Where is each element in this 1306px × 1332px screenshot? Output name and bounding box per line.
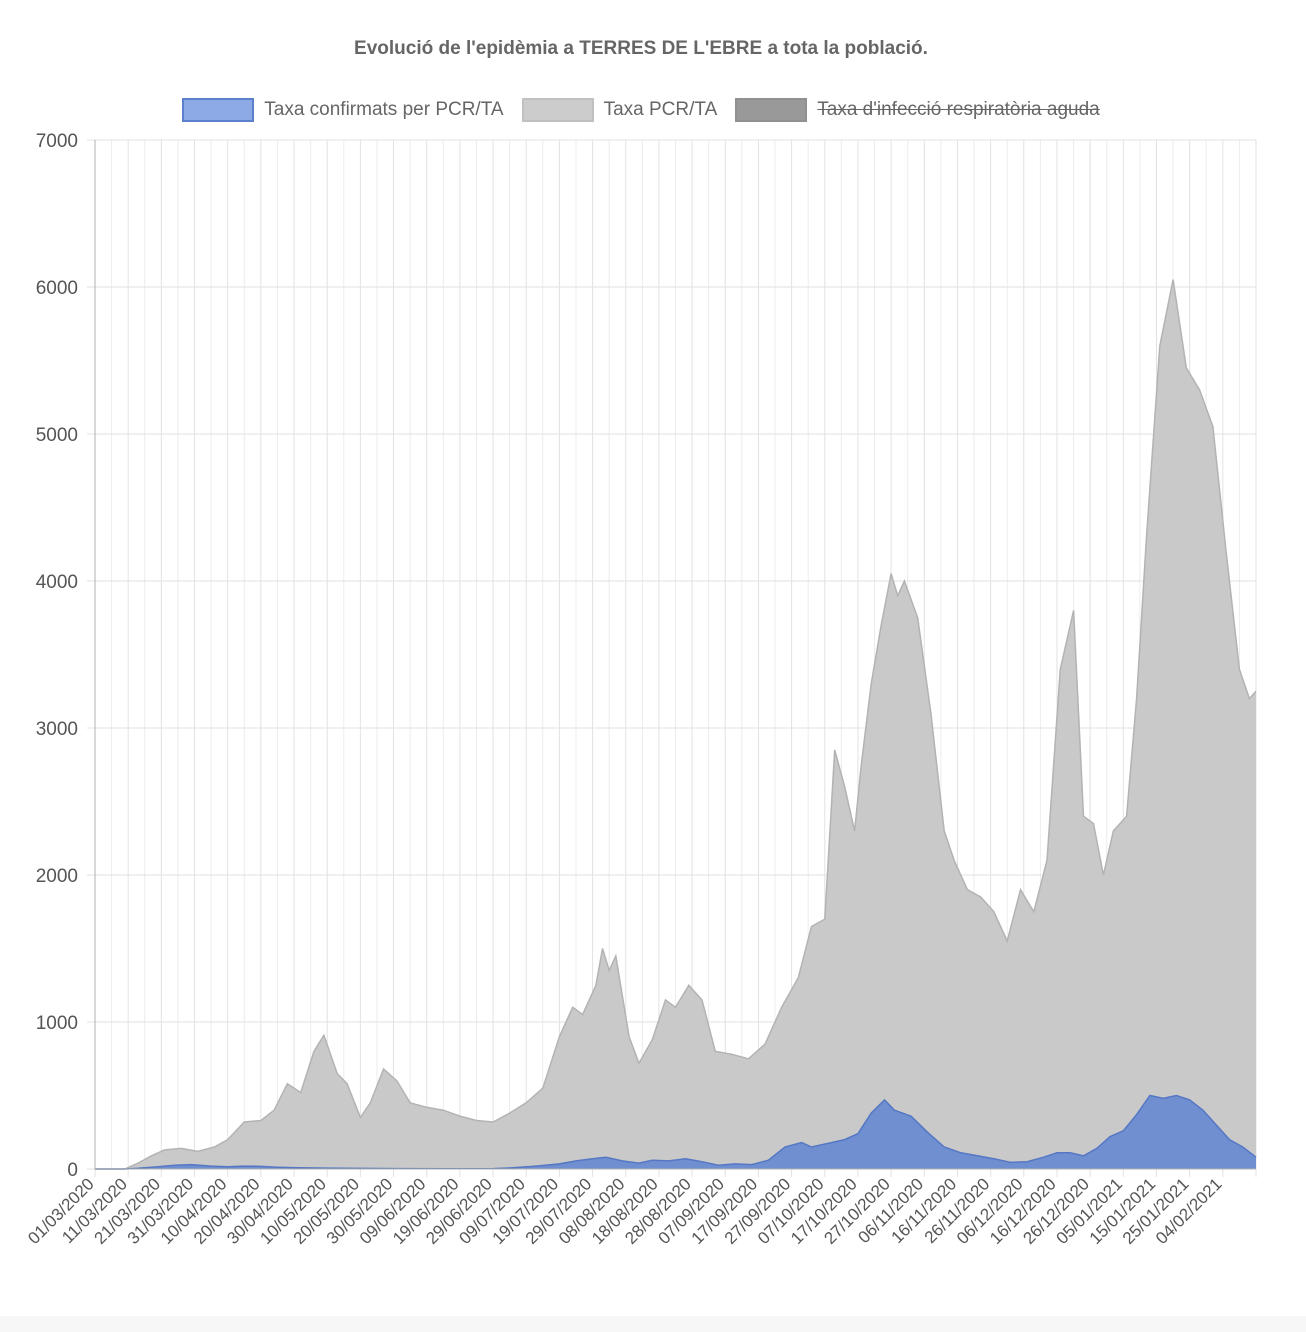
y-tick-label: 5000 xyxy=(36,425,78,446)
legend: Taxa confirmats per PCR/TA Taxa PCR/TA T… xyxy=(0,98,1282,122)
y-tick-label: 7000 xyxy=(36,131,78,152)
legend-item-ira[interactable]: Taxa d'infecció respiratòria aguda xyxy=(735,98,1100,122)
legend-label-pcr: Taxa PCR/TA xyxy=(603,99,718,120)
y-tick-label: 4000 xyxy=(36,572,78,593)
y-tick-label: 3000 xyxy=(36,719,78,740)
legend-swatch-ira xyxy=(735,98,808,122)
legend-swatch-pcr xyxy=(521,98,594,122)
series-line-0 xyxy=(95,1094,1257,1170)
legend-swatch-confirmats xyxy=(182,98,255,122)
legend-label-ira: Taxa d'infecció respiratòria aguda xyxy=(817,99,1100,120)
footer-strip xyxy=(0,1316,1306,1332)
x-axis-ticks: 01/03/202011/03/202021/03/202031/03/2020… xyxy=(24,1174,1225,1248)
y-tick-label: 1000 xyxy=(36,1013,78,1034)
legend-item-confirmats[interactable]: Taxa confirmats per PCR/TA xyxy=(182,98,504,122)
y-axis-ticks: 0 1000 2000 3000 4000 5000 6000 7000 xyxy=(36,131,78,1181)
legend-item-pcr[interactable]: Taxa PCR/TA xyxy=(521,98,718,122)
y-tick-label: 0 xyxy=(67,1160,78,1181)
chart-title: Evolució de l'epidèmia a TERRES DE L'EBR… xyxy=(354,38,928,59)
series-line-1 xyxy=(95,279,1257,1170)
legend-label-confirmats: Taxa confirmats per PCR/TA xyxy=(264,99,504,120)
series-areas xyxy=(95,279,1257,1170)
series-area-0 xyxy=(95,1095,1256,1169)
series-area-1 xyxy=(95,279,1256,1170)
y-tick-label: 2000 xyxy=(36,866,78,887)
axes xyxy=(94,140,1256,1170)
y-tick-label: 6000 xyxy=(36,278,78,299)
